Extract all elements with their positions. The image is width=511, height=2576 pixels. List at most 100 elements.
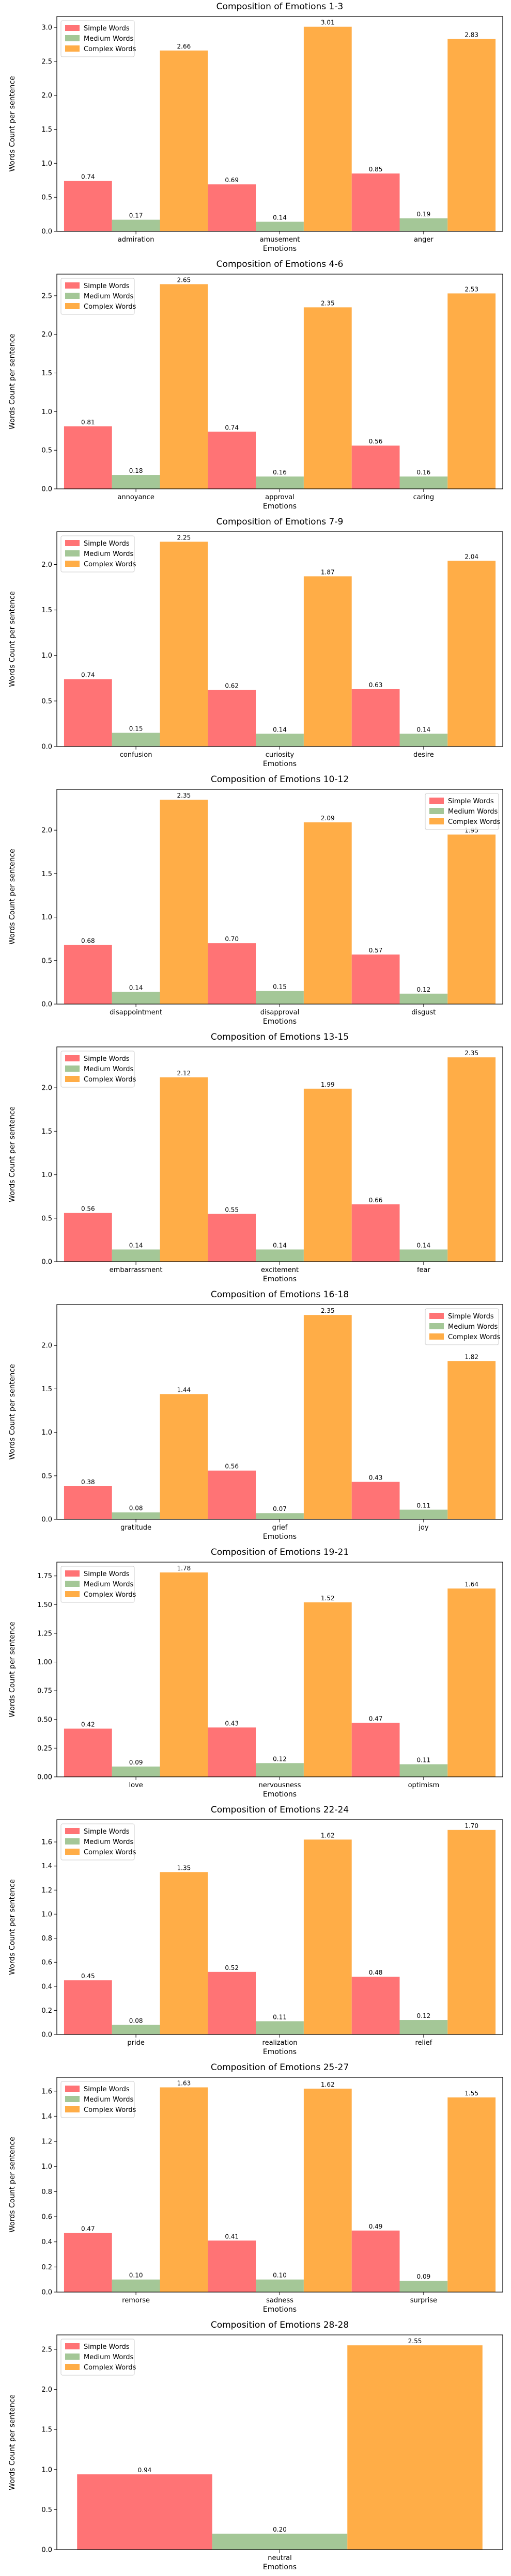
- bar-value-label: 0.14: [273, 1242, 287, 1249]
- y-tick-label: 2.0: [41, 827, 52, 835]
- bar-value-label: 0.14: [129, 984, 143, 991]
- axes-frame: [56, 1304, 503, 1520]
- bar-complex-words: [303, 307, 352, 489]
- legend-swatch: [65, 303, 80, 309]
- legend-swatch: [65, 2354, 80, 2360]
- y-axis-label: Words Count per sentence: [8, 2394, 17, 2490]
- bar-value-label: 0.16: [417, 469, 431, 476]
- bar-simple-words: [208, 1214, 256, 1262]
- bar-simple-words: [208, 184, 256, 231]
- bar-value-label: 0.68: [81, 937, 95, 944]
- bar-value-label: 0.14: [273, 726, 287, 733]
- bar-value-label: 0.43: [369, 1474, 383, 1482]
- y-axis-label: Words Count per sentence: [8, 333, 17, 430]
- bar-value-label: 2.65: [177, 276, 191, 283]
- legend-label: Complex Words: [84, 561, 136, 568]
- bar-value-label: 0.07: [273, 1505, 287, 1513]
- bar-simple-words: [351, 2230, 400, 2292]
- y-tick-label: 2.0: [41, 1085, 52, 1092]
- bar-value-label: 0.09: [129, 1759, 143, 1766]
- bar-simple-words: [208, 943, 256, 1004]
- bar-medium-words: [256, 1513, 304, 1519]
- bar-medium-words: [399, 1249, 448, 1262]
- legend-swatch: [65, 1055, 80, 1061]
- x-axis-label: Emotions: [263, 1790, 297, 1799]
- bar-simple-words: [351, 1977, 400, 2034]
- bar-complex-words: [447, 39, 496, 231]
- bar-simple-words: [351, 1204, 400, 1262]
- bar-complex-words: [447, 1830, 496, 2034]
- y-tick-label: 2.0: [41, 561, 52, 569]
- x-tick-label: annoyance: [117, 494, 154, 501]
- bar-value-label: 0.42: [81, 1721, 95, 1728]
- bar-simple-words: [208, 1470, 256, 1519]
- bar-simple-words: [64, 1213, 112, 1262]
- x-tick-label: grief: [272, 1524, 288, 1532]
- bar-simple-words: [351, 173, 400, 231]
- bar-medium-words: [112, 1512, 160, 1519]
- y-tick-label: 1.0: [41, 2466, 52, 2474]
- bar-value-label: 2.83: [464, 31, 478, 38]
- bar-value-label: 1.44: [177, 1386, 191, 1393]
- bar-simple-words: [351, 955, 400, 1004]
- y-tick-label: 1.6: [41, 2088, 52, 2095]
- x-tick-label: confusion: [120, 751, 152, 759]
- legend: Simple Words Medium Words Complex Words: [60, 2339, 136, 2376]
- x-tick-label: love: [129, 1782, 143, 1789]
- legend-label: Complex Words: [84, 45, 136, 53]
- y-tick-label: 0.0: [41, 1259, 52, 1266]
- bar-complex-words: [303, 822, 352, 1004]
- bar-simple-words: [64, 426, 112, 489]
- y-tick-label: 1.5: [41, 1128, 52, 1136]
- x-tick-label: anger: [414, 236, 433, 244]
- bar-medium-words: [256, 1249, 304, 1262]
- chart-panel: Composition of Emotions 22-24 0.0 0.2 0.4 0.…: [8, 1805, 503, 2056]
- chart-title: Composition of Emotions 1-3: [216, 2, 344, 12]
- x-tick-label: surprise: [410, 2297, 437, 2304]
- legend-label: Simple Words: [84, 1570, 130, 1578]
- y-tick-label: 0.0: [41, 2289, 52, 2297]
- bar-value-label: 0.74: [81, 672, 95, 679]
- legend-swatch: [65, 2343, 80, 2349]
- bar-complex-words: [347, 2345, 483, 2550]
- bar-medium-words: [112, 1766, 160, 1777]
- bar-complex-words: [447, 293, 496, 489]
- bar-value-label: 0.14: [273, 214, 287, 221]
- bar-medium-words: [256, 221, 304, 231]
- bar-value-label: 0.55: [225, 1206, 239, 1213]
- x-tick-label: sadness: [266, 2297, 293, 2304]
- bar-value-label: 1.63: [177, 2079, 191, 2087]
- axes-frame: [56, 2334, 503, 2550]
- bar-medium-words: [256, 476, 304, 489]
- axes-frame: [56, 1562, 503, 1777]
- bar-simple-words: [208, 2240, 256, 2292]
- legend-label: Medium Words: [448, 1323, 498, 1331]
- y-tick-label: 0.4: [41, 2238, 52, 2246]
- legend-label: Medium Words: [84, 1066, 134, 1073]
- chart-title: Composition of Emotions 16-18: [211, 1290, 349, 1300]
- bar-value-label: 0.19: [417, 211, 431, 218]
- bar-medium-words: [399, 2281, 448, 2292]
- bar-value-label: 2.25: [177, 534, 191, 541]
- legend-swatch: [65, 1591, 80, 1597]
- bar-simple-words: [64, 945, 112, 1004]
- bar-value-label: 0.52: [225, 1964, 239, 1971]
- legend-swatch: [65, 1066, 80, 1072]
- bar-complex-words: [447, 1057, 496, 1262]
- axes-frame: [56, 2077, 503, 2293]
- bar-value-label: 0.45: [81, 1973, 95, 1980]
- bar-complex-words: [160, 1572, 208, 1777]
- legend-swatch: [429, 1313, 444, 1319]
- bar-medium-words: [399, 1509, 448, 1519]
- bar-simple-words: [77, 2474, 212, 2550]
- y-tick-label: 2.0: [41, 331, 52, 339]
- bar-value-label: 1.87: [321, 568, 335, 576]
- y-tick-label: 2.0: [41, 2386, 52, 2394]
- bar-value-label: 2.53: [464, 285, 478, 293]
- bar-value-label: 1.78: [177, 1565, 191, 1572]
- legend: Simple Words Medium Words Complex Words: [60, 1823, 136, 1861]
- legend-swatch: [65, 2106, 80, 2112]
- legend-label: Simple Words: [84, 25, 130, 33]
- y-axis-label: Words Count per sentence: [8, 1364, 17, 1460]
- bar-complex-words: [160, 800, 208, 1004]
